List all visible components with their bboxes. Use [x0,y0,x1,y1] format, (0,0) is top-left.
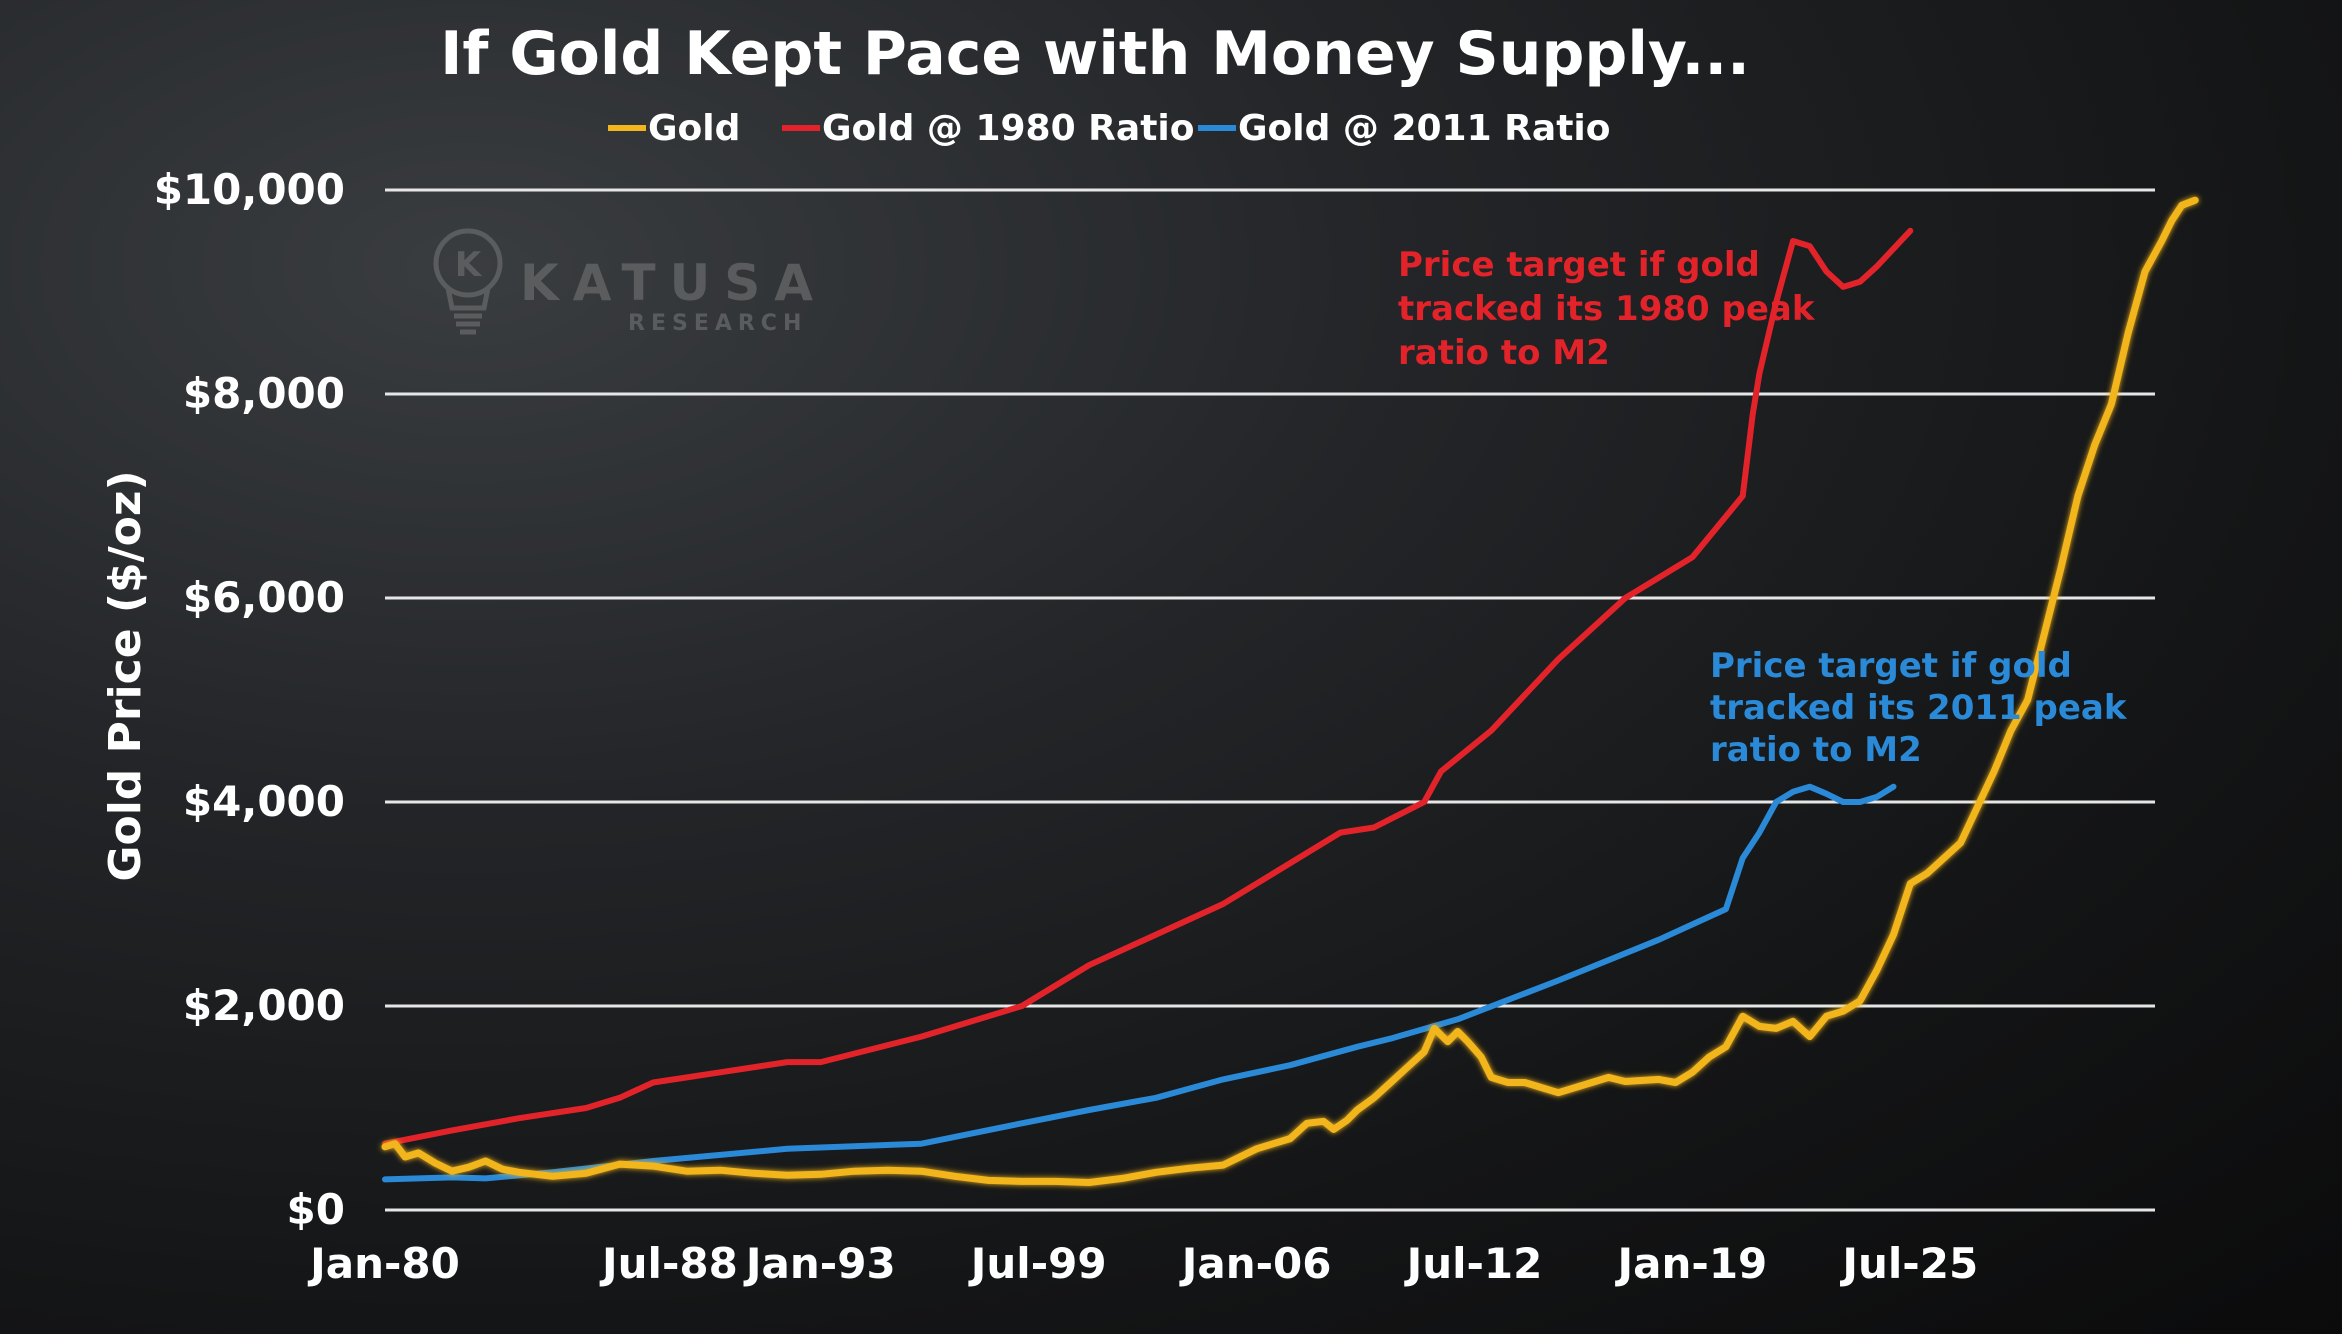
annotation-2011: Price target if gold tracked its 2011 pe… [1710,646,2138,770]
x-axis-ticks: Jan-80 Jul-88 Jan-93 Jul-99 Jan-06 Jul-12 Jan-… [307,1239,1978,1288]
series-line-gold-1980-ratio [382,227,1914,1147]
logo-name: KATUSA [520,254,827,312]
legend-label-1980: Gold @ 1980 Ratio [822,108,1194,149]
series-line-gold [381,196,2199,1186]
x-tick-label: Jan-93 [743,1239,896,1288]
y-tick-label: $4,000 [183,777,345,826]
y-tick-label: $0 [287,1185,345,1234]
legend-label-gold: Gold [648,108,740,149]
annotation-1980-line-1: Price target if gold [1398,245,1760,285]
logo-letter: K [455,245,483,285]
series-line-gold-2011-ratio [382,783,1897,1183]
series-layer [381,196,2199,1186]
katusa-logo: K KATUSA RESEARCH [433,228,827,336]
x-tick-label: Jul-12 [1404,1239,1543,1288]
logo-subtitle: RESEARCH [628,311,807,336]
annotation-1980-line-2: tracked its 1980 peak [1398,289,1816,329]
x-tick-label: Jan-06 [1179,1239,1332,1288]
annotation-2011-line-1: Price target if gold [1710,646,2072,686]
y-tick-label: $6,000 [183,573,345,622]
y-axis-ticks: $0 $2,000 $4,000 $6,000 $8,000 $10,000 [154,165,345,1234]
x-tick-label: Jan-80 [307,1239,460,1288]
y-tick-label: $10,000 [154,165,345,214]
annotation-2011-line-2: tracked its 2011 peak [1710,688,2128,728]
y-axis-label: Gold Price ($/oz) [100,470,151,881]
x-tick-label: Jul-25 [1839,1239,1978,1288]
legend-label-2011: Gold @ 2011 Ratio [1238,108,1610,149]
y-tick-label: $2,000 [183,981,345,1030]
annotation-1980-line-3: ratio to M2 [1398,333,1610,373]
annotation-2011-line-3: ratio to M2 [1710,730,1922,770]
y-tick-label: $8,000 [183,369,345,418]
lightbulb-icon [433,228,503,335]
x-tick-label: Jul-88 [599,1239,738,1288]
x-tick-label: Jan-19 [1615,1239,1768,1288]
legend: Gold Gold @ 1980 Ratio Gold @ 2011 Ratio [608,108,1610,149]
chart-title: If Gold Kept Pace with Money Supply... [440,19,1750,89]
x-tick-label: Jul-99 [968,1239,1107,1288]
annotation-1980: Price target if gold tracked its 1980 pe… [1398,245,1826,373]
